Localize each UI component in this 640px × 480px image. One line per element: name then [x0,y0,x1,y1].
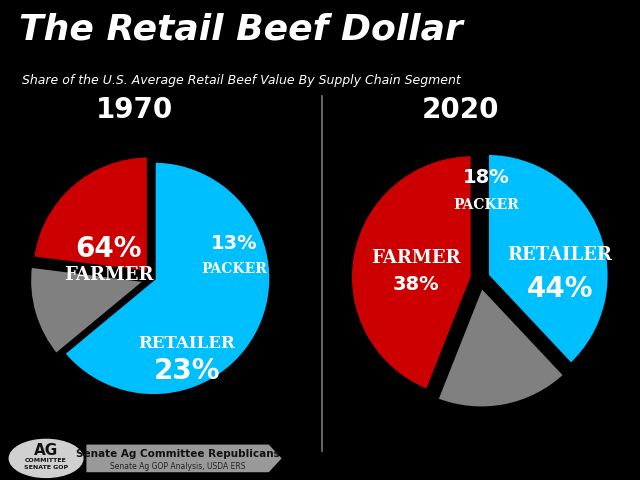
Text: 38%: 38% [393,275,440,294]
Text: PACKER: PACKER [453,198,519,212]
Text: The Retail Beef Dollar: The Retail Beef Dollar [19,12,463,46]
Text: 13%: 13% [211,234,257,252]
Text: Senate Ag GOP Analysis, USDA ERS: Senate Ag GOP Analysis, USDA ERS [110,462,246,471]
Text: Share of the U.S. Average Retail Beef Value By Supply Chain Segment: Share of the U.S. Average Retail Beef Va… [22,74,461,87]
Text: 18%: 18% [463,168,509,187]
Text: 23%: 23% [154,358,220,385]
Text: 44%: 44% [527,276,593,303]
Text: SENATE GOP: SENATE GOP [24,466,68,470]
Text: 64%: 64% [76,235,142,263]
Wedge shape [63,161,271,396]
Text: RETAILER: RETAILER [508,246,612,264]
Text: PACKER: PACKER [201,262,266,276]
Text: AG: AG [34,443,58,458]
Wedge shape [29,265,147,355]
Text: 1970: 1970 [96,96,173,124]
Text: COMMITTEE: COMMITTEE [25,458,67,464]
Wedge shape [436,286,566,408]
Text: RETAILER: RETAILER [138,335,235,352]
Ellipse shape [9,439,83,478]
Wedge shape [487,153,610,365]
Text: FARMER: FARMER [64,266,154,284]
Wedge shape [32,156,149,273]
Text: 2020: 2020 [422,96,500,124]
Polygon shape [86,444,282,472]
Wedge shape [350,154,473,391]
Text: FARMER: FARMER [371,249,461,266]
Text: Senate Ag Committee Republicans: Senate Ag Committee Republicans [76,449,280,459]
